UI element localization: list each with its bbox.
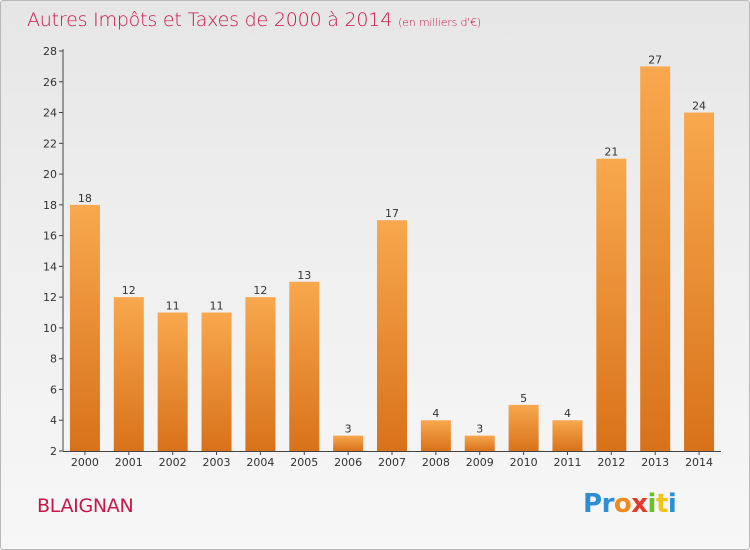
x-tick-label: 2010 — [510, 456, 538, 469]
bar — [333, 435, 364, 451]
x-tick-label: 2001 — [115, 456, 143, 469]
x-tick-label: 2009 — [466, 456, 494, 469]
bar — [377, 220, 407, 451]
bar-value-label: 11 — [210, 300, 224, 313]
axes — [59, 49, 721, 455]
chart-unit: (en milliers d'€) — [398, 16, 481, 29]
bar — [157, 312, 188, 451]
bar — [113, 297, 144, 451]
x-tick-label: 2012 — [597, 456, 625, 469]
y-tick-label: 22 — [43, 137, 57, 150]
bar-value-label: 24 — [692, 100, 706, 113]
y-tick-label: 24 — [43, 107, 57, 120]
bar-value-label: 27 — [648, 53, 662, 66]
bar — [69, 204, 100, 451]
commune-name: BLAIGNAN — [37, 495, 134, 517]
y-tick-label: 8 — [50, 353, 57, 366]
bar-value-label: 4 — [432, 407, 439, 420]
bar — [640, 66, 671, 451]
bar-value-label: 3 — [345, 423, 352, 436]
y-tick-label: 28 — [43, 45, 57, 58]
bar-value-label: 13 — [297, 269, 311, 282]
bar-value-label: 17 — [385, 207, 399, 220]
y-tick-label: 18 — [43, 199, 57, 212]
x-tick-label: 2013 — [641, 456, 669, 469]
chart-title: Autres Impôts et Taxes de 2000 à 2014 (en… — [27, 9, 481, 31]
x-tick-label: 2007 — [378, 456, 406, 469]
bar — [464, 435, 495, 451]
x-tick-label: 2006 — [334, 456, 362, 469]
bars — [69, 66, 715, 452]
bar — [684, 112, 715, 452]
bar — [596, 158, 627, 451]
x-tick-label: 2005 — [290, 456, 318, 469]
y-tick-label: 16 — [43, 230, 57, 243]
bar-value-label: 12 — [122, 284, 136, 297]
bar-value-label: 3 — [476, 423, 483, 436]
y-tick-label: 4 — [50, 414, 57, 427]
bar-value-label: 21 — [604, 146, 618, 159]
x-tick-label: 2003 — [203, 456, 231, 469]
x-tick-label: 2008 — [422, 456, 450, 469]
chart-title-text: Autres Impôts et Taxes de 2000 à 2014 — [27, 9, 393, 31]
y-tick-label: 26 — [43, 76, 57, 89]
bar-value-label: 11 — [166, 300, 180, 313]
x-tick-label: 2004 — [246, 456, 274, 469]
bar — [508, 404, 539, 451]
y-tick-label: 6 — [50, 383, 57, 396]
x-tick-label: 2002 — [159, 456, 187, 469]
bar — [420, 420, 451, 451]
y-tick-label: 2 — [50, 445, 57, 458]
y-tick-label: 12 — [43, 291, 57, 304]
y-tick-label: 20 — [43, 168, 57, 181]
x-tick-label: 2011 — [553, 456, 581, 469]
bar-value-label: 18 — [78, 192, 92, 205]
bar — [289, 281, 320, 451]
y-tick-label: 14 — [43, 260, 57, 273]
bar-value-label: 4 — [564, 407, 571, 420]
bar-value-label: 12 — [253, 284, 267, 297]
y-tick-label: 10 — [43, 322, 57, 335]
bar — [245, 297, 276, 451]
x-tick-label: 2014 — [685, 456, 713, 469]
proxiti-logo: Proxiti — [583, 489, 677, 519]
bar — [552, 420, 583, 451]
x-tick-label: 2000 — [71, 456, 99, 469]
bar — [201, 312, 232, 451]
bar-value-label: 5 — [520, 392, 527, 405]
labels: 2468101214161820222426282000182001122002… — [43, 45, 713, 469]
